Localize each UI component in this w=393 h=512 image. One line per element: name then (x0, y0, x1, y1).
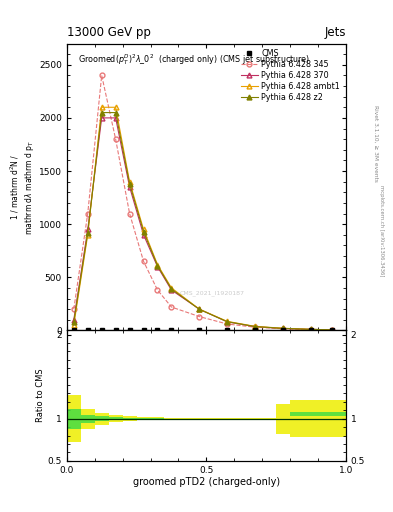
Pythia 6.428 345 (281, 326, 285, 332)
Pythia 6.428 345 (99, 72, 104, 78)
CMS (197, 327, 202, 333)
CMS (113, 327, 118, 333)
Pythia 6.428 345 (127, 210, 132, 217)
Pythia 6.428 ambt1 (309, 326, 313, 332)
CMS (72, 327, 76, 333)
CMS (225, 327, 230, 333)
Pythia 6.428 370 (155, 264, 160, 270)
Pythia 6.428 z2 (329, 327, 334, 333)
Text: 13000 GeV pp: 13000 GeV pp (67, 26, 151, 39)
Pythia 6.428 370 (225, 319, 230, 325)
Pythia 6.428 345 (197, 313, 202, 319)
Pythia 6.428 345 (253, 324, 257, 330)
Pythia 6.428 345 (309, 327, 313, 333)
Line: Pythia 6.428 z2: Pythia 6.428 z2 (72, 110, 334, 332)
Pythia 6.428 z2 (99, 110, 104, 116)
CMS (141, 327, 146, 333)
Pythia 6.428 z2 (127, 181, 132, 187)
CMS (253, 327, 257, 333)
Pythia 6.428 345 (113, 136, 118, 142)
Pythia 6.428 z2 (281, 325, 285, 331)
Line: Pythia 6.428 ambt1: Pythia 6.428 ambt1 (72, 105, 334, 332)
Text: mcplots.cern.ch [arXiv:1306.3436]: mcplots.cern.ch [arXiv:1306.3436] (380, 185, 384, 276)
Pythia 6.428 z2 (169, 286, 174, 292)
Pythia 6.428 370 (329, 327, 334, 333)
Pythia 6.428 345 (141, 258, 146, 264)
CMS (309, 327, 313, 333)
Pythia 6.428 370 (281, 326, 285, 332)
Pythia 6.428 ambt1 (225, 318, 230, 325)
Pythia 6.428 z2 (155, 263, 160, 269)
Pythia 6.428 345 (329, 327, 334, 333)
Pythia 6.428 345 (72, 306, 76, 312)
CMS (85, 327, 90, 333)
Pythia 6.428 ambt1 (329, 327, 334, 333)
CMS (99, 327, 104, 333)
CMS (155, 327, 160, 333)
Pythia 6.428 370 (72, 317, 76, 323)
Text: Jets: Jets (324, 26, 346, 39)
Text: CMS_2021_I1920187: CMS_2021_I1920187 (180, 290, 244, 296)
Pythia 6.428 ambt1 (85, 232, 90, 238)
Pythia 6.428 370 (113, 115, 118, 121)
Pythia 6.428 ambt1 (155, 262, 160, 268)
Pythia 6.428 ambt1 (99, 104, 104, 111)
CMS (281, 327, 285, 333)
Pythia 6.428 ambt1 (197, 306, 202, 312)
Pythia 6.428 ambt1 (141, 226, 146, 232)
Legend: CMS, Pythia 6.428 345, Pythia 6.428 370, Pythia 6.428 ambt1, Pythia 6.428 z2: CMS, Pythia 6.428 345, Pythia 6.428 370,… (239, 48, 342, 104)
Pythia 6.428 ambt1 (253, 323, 257, 329)
CMS (329, 327, 334, 333)
Pythia 6.428 370 (141, 232, 146, 238)
Pythia 6.428 345 (155, 287, 160, 293)
Pythia 6.428 ambt1 (169, 285, 174, 291)
Pythia 6.428 345 (85, 210, 90, 217)
CMS (127, 327, 132, 333)
Pythia 6.428 z2 (309, 326, 313, 332)
Pythia 6.428 370 (309, 326, 313, 332)
Pythia 6.428 370 (197, 306, 202, 312)
Pythia 6.428 370 (253, 324, 257, 330)
Pythia 6.428 345 (225, 321, 230, 327)
Pythia 6.428 370 (127, 184, 132, 190)
Pythia 6.428 z2 (197, 306, 202, 312)
Pythia 6.428 z2 (141, 228, 146, 234)
Line: Pythia 6.428 345: Pythia 6.428 345 (72, 73, 334, 332)
Pythia 6.428 ambt1 (113, 104, 118, 111)
Pythia 6.428 z2 (85, 229, 90, 236)
Pythia 6.428 345 (169, 304, 174, 310)
Text: Rivet 3.1.10, ≥ 3M events: Rivet 3.1.10, ≥ 3M events (374, 105, 378, 182)
Pythia 6.428 ambt1 (72, 322, 76, 328)
Line: CMS: CMS (72, 329, 334, 332)
X-axis label: groomed pTD2 (charged-only): groomed pTD2 (charged-only) (133, 477, 280, 487)
Pythia 6.428 z2 (225, 318, 230, 325)
Pythia 6.428 ambt1 (127, 179, 132, 185)
Pythia 6.428 z2 (72, 319, 76, 325)
Pythia 6.428 ambt1 (281, 325, 285, 331)
Line: Pythia 6.428 370: Pythia 6.428 370 (72, 116, 334, 332)
Pythia 6.428 370 (169, 287, 174, 293)
Text: Groomed$(p_T^D)^2\lambda\_0^2$  (charged only) (CMS jet substructure): Groomed$(p_T^D)^2\lambda\_0^2$ (charged … (78, 52, 310, 67)
Y-axis label: 1 / mathrm d$^2$N /
mathrm d$\lambda$ mathrm d p$_T$: 1 / mathrm d$^2$N / mathrm d$\lambda$ ma… (9, 139, 36, 234)
Pythia 6.428 z2 (253, 324, 257, 330)
Pythia 6.428 370 (99, 115, 104, 121)
Pythia 6.428 z2 (113, 110, 118, 116)
Y-axis label: Ratio to CMS: Ratio to CMS (36, 369, 45, 422)
Pythia 6.428 370 (85, 226, 90, 232)
CMS (169, 327, 174, 333)
